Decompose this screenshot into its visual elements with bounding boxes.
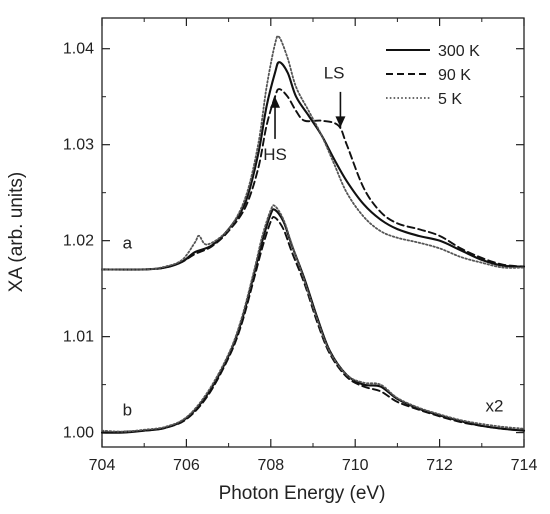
legend-label-5k: 5 K bbox=[438, 91, 462, 108]
annotation-label-ls: LS bbox=[324, 63, 345, 82]
x-tick-label: 712 bbox=[426, 457, 453, 474]
legend-label-300k: 300 K bbox=[438, 43, 480, 60]
series-line-a-90k bbox=[101, 88, 525, 271]
legend: 300 K 90 K 5 K bbox=[386, 43, 480, 108]
x-tick-label: 710 bbox=[342, 457, 369, 474]
y-tick-label: 1.00 bbox=[63, 425, 94, 442]
series-line-b-300k bbox=[100, 208, 526, 434]
x-axis-title: Photon Energy (eV) bbox=[219, 483, 386, 504]
y-axis-title: XA (arb. units) bbox=[6, 172, 27, 292]
y-tick-label: 1.01 bbox=[63, 329, 94, 346]
annotations-layer: a b x2 HS LS bbox=[123, 63, 504, 419]
x-tick-label: 704 bbox=[89, 457, 116, 474]
y-tick-label: 1.02 bbox=[63, 233, 94, 250]
annotation-label-b: b bbox=[123, 400, 132, 419]
plot-axes: 704 706 708 710 712 714 1.00 1.01 1.02 1.03 1.04 bbox=[63, 17, 538, 474]
x-tick-label: 706 bbox=[173, 457, 200, 474]
annotation-arrow-head bbox=[335, 116, 346, 128]
series-line-b-90k bbox=[101, 216, 525, 434]
legend-label-90k: 90 K bbox=[438, 67, 471, 84]
annotation-label-a: a bbox=[123, 233, 133, 252]
annotation-label-hs: HS bbox=[263, 145, 287, 164]
series-line-b-5k bbox=[101, 204, 525, 433]
annotation-label-x2: x2 bbox=[485, 396, 503, 415]
annotation-arrow-head bbox=[270, 96, 281, 108]
y-tick-label: 1.04 bbox=[63, 41, 94, 58]
series-line-a-300k bbox=[100, 61, 526, 271]
series-line-a-5k bbox=[101, 35, 525, 271]
x-tick-label: 708 bbox=[257, 457, 284, 474]
x-tick-label: 714 bbox=[511, 457, 538, 474]
series-layer bbox=[100, 35, 526, 434]
y-tick-label: 1.03 bbox=[63, 137, 94, 154]
